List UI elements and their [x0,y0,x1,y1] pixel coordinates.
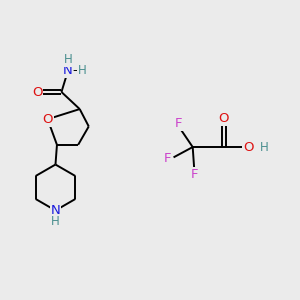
Text: O: O [218,112,229,125]
Text: N: N [51,204,60,217]
Text: O: O [243,141,253,154]
Text: H: H [260,141,268,154]
Text: H: H [64,53,72,66]
Text: H: H [51,215,60,228]
Text: N: N [63,64,73,77]
Text: F: F [175,117,183,130]
Text: F: F [163,152,171,165]
Text: -: - [72,64,77,77]
Text: O: O [32,85,42,98]
Text: H: H [78,64,86,77]
Text: F: F [190,168,198,181]
Text: O: O [42,113,53,126]
